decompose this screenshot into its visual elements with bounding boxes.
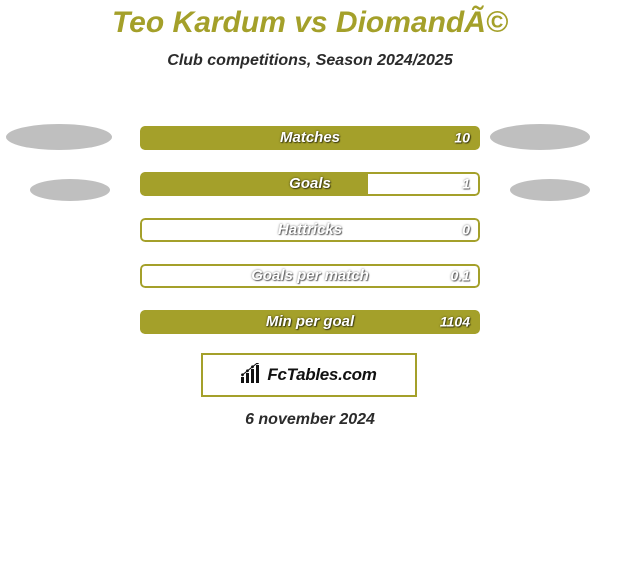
stat-value-right: 1 <box>462 176 470 192</box>
page-subtitle: Club competitions, Season 2024/2025 <box>0 52 620 70</box>
stat-value-right: 0.1 <box>451 268 470 284</box>
stat-bar-fill <box>140 172 368 196</box>
stat-row: Goals 1 <box>140 172 480 196</box>
stat-value-right: 0 <box>462 222 470 238</box>
left-ellipse-1 <box>30 179 110 201</box>
stat-row: Goals per match 0.1 <box>140 264 480 288</box>
stat-label: Min per goal <box>266 313 354 330</box>
stat-label: Matches <box>280 129 340 146</box>
stat-label: Goals per match <box>251 267 369 284</box>
stat-value-right: 1104 <box>440 314 470 330</box>
footer-date: 6 november 2024 <box>0 411 620 429</box>
left-ellipse-0 <box>6 124 112 150</box>
stat-row: Matches 10 <box>140 126 480 150</box>
stat-label: Hattricks <box>278 221 342 238</box>
infographic-root: Teo Kardum vs DiomandÃ© Club competition… <box>0 0 620 580</box>
right-ellipse-0 <box>490 124 590 150</box>
right-ellipse-1 <box>510 179 590 201</box>
stat-value-right: 10 <box>454 130 470 146</box>
stat-row: Min per goal 1104 <box>140 310 480 334</box>
stats-rows: Matches 10 Goals 1 Hattricks 0 Goals per match… <box>140 126 480 356</box>
brand-text: FcTables.com <box>267 365 376 385</box>
page-title: Teo Kardum vs DiomandÃ© <box>0 0 620 40</box>
brand-box: FcTables.com <box>201 353 417 397</box>
bar-chart-icon <box>241 363 261 388</box>
stat-row: Hattricks 0 <box>140 218 480 242</box>
stat-label: Goals <box>289 175 331 192</box>
